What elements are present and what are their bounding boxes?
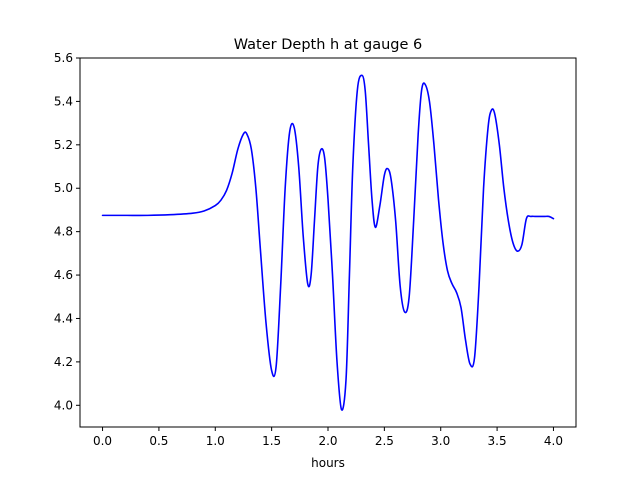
series-line-0 — [101, 74, 555, 411]
plot-area-frame — [79, 57, 577, 428]
series-layer — [101, 74, 555, 411]
x-tick-label: 2.0 — [318, 434, 337, 448]
x-tick-label: 1.0 — [206, 434, 225, 448]
y-tick-label: 5.2 — [54, 138, 73, 152]
y-axis-ticks: 4.0 4.2 4.4 4.6 4.8 5.0 5.2 5.4 5.6 — [54, 51, 80, 412]
x-tick-label: 3.5 — [488, 434, 507, 448]
y-tick-label: 4.0 — [54, 398, 73, 412]
x-tick-label: 2.5 — [375, 434, 394, 448]
y-tick-label: 5.4 — [54, 94, 73, 108]
x-tick-label: 0.0 — [93, 434, 112, 448]
chart-title: Water Depth h at gauge 6 — [234, 37, 422, 53]
plot-area-background — [80, 58, 576, 427]
x-tick-label: 3.0 — [431, 434, 450, 448]
y-tick-label: 4.2 — [54, 355, 73, 369]
x-axis-label: hours — [311, 456, 345, 470]
y-tick-label: 4.8 — [54, 225, 73, 239]
y-tick-label: 5.6 — [54, 51, 73, 65]
x-axis-ticks: 0.0 0.5 1.0 1.5 2.0 2.5 3.0 3.5 4.0 — [93, 427, 563, 448]
y-tick-label: 4.6 — [54, 268, 73, 282]
y-tick-label: 4.4 — [54, 311, 73, 325]
x-tick-label: 0.5 — [149, 434, 168, 448]
x-tick-label: 4.0 — [544, 434, 563, 448]
y-tick-label: 5.0 — [54, 181, 73, 195]
x-tick-label: 1.5 — [262, 434, 281, 448]
